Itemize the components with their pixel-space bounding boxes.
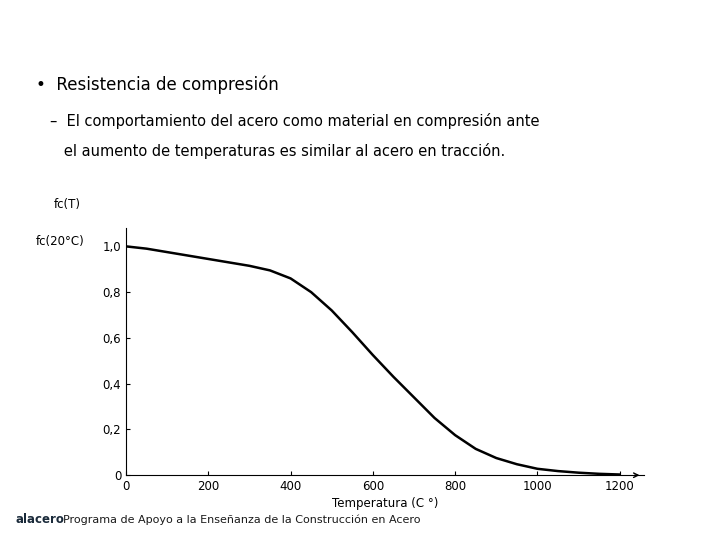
- Text: fᴄ(T): fᴄ(T): [53, 198, 81, 212]
- Text: fᴄ(20°C): fᴄ(20°C): [35, 235, 84, 248]
- Text: •  Resistencia de compresión: • Resistencia de compresión: [36, 76, 279, 94]
- Text: COMPRESIÓN: COMPRESIÓN: [567, 22, 702, 40]
- Text: Programa de Apoyo a la Enseñanza de la Construcción en Acero: Programa de Apoyo a la Enseñanza de la C…: [63, 515, 421, 525]
- X-axis label: Temperatura (C °): Temperatura (C °): [332, 497, 438, 510]
- Text: –  El comportamiento del acero como material en compresión ante: – El comportamiento del acero como mater…: [50, 113, 540, 130]
- Text: alacero: alacero: [16, 513, 65, 526]
- Text: 3. Principios estructurales: 3. Principios estructurales: [18, 17, 431, 45]
- Text: el aumento de temperaturas es similar al acero en tracción.: el aumento de temperaturas es similar al…: [50, 143, 505, 159]
